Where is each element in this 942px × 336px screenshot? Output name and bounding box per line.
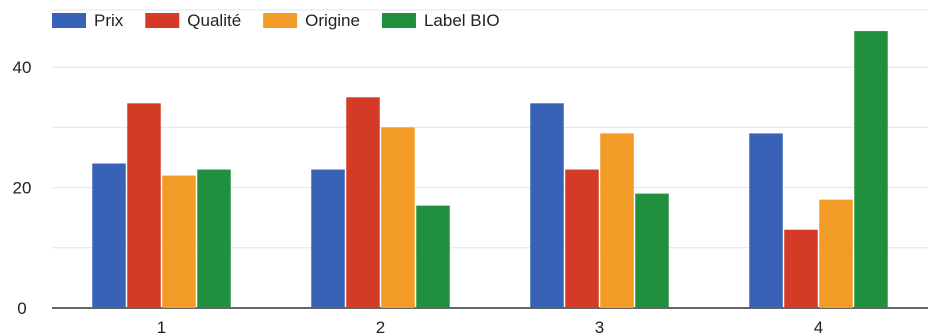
legend-label: Origine xyxy=(305,11,360,30)
legend: Prix Qualité Origine Label BIO xyxy=(52,11,500,30)
legend-label: Prix xyxy=(94,11,124,30)
bar-label-bio-1 xyxy=(197,169,231,308)
bar-qualit--3 xyxy=(565,169,599,308)
bar-label-bio-3 xyxy=(635,193,669,308)
bar-label-bio-2 xyxy=(416,205,450,308)
bar-origine-1 xyxy=(162,175,196,308)
legend-swatch xyxy=(52,13,86,28)
bar-prix-2 xyxy=(311,169,345,308)
x-tick-label: 2 xyxy=(376,318,385,336)
bars xyxy=(92,31,888,309)
bar-prix-4 xyxy=(749,133,783,308)
bar-label-bio-4 xyxy=(854,31,888,309)
legend-label: Label BIO xyxy=(424,11,500,30)
bar-prix-3 xyxy=(530,103,564,308)
x-tick-label: 4 xyxy=(814,318,823,336)
bar-origine-4 xyxy=(819,199,853,308)
bar-qualit--2 xyxy=(346,97,380,308)
bar-qualit--1 xyxy=(127,103,161,308)
x-axis-ticks: 1 2 3 4 xyxy=(157,318,823,336)
y-axis-ticks: 0 20 40 xyxy=(13,58,32,318)
bar-origine-3 xyxy=(600,133,634,308)
y-tick-label: 20 xyxy=(13,179,32,198)
y-tick-label: 40 xyxy=(13,58,32,77)
bar-prix-1 xyxy=(92,163,126,308)
x-tick-label: 1 xyxy=(157,318,166,336)
legend-label: Qualité xyxy=(187,11,241,30)
legend-swatch xyxy=(263,13,298,28)
legend-swatch xyxy=(381,13,416,28)
bar-origine-2 xyxy=(381,127,415,309)
y-tick-label: 0 xyxy=(17,299,26,318)
bar-qualit--4 xyxy=(784,229,818,308)
legend-swatch xyxy=(145,13,180,28)
x-tick-label: 3 xyxy=(595,318,604,336)
